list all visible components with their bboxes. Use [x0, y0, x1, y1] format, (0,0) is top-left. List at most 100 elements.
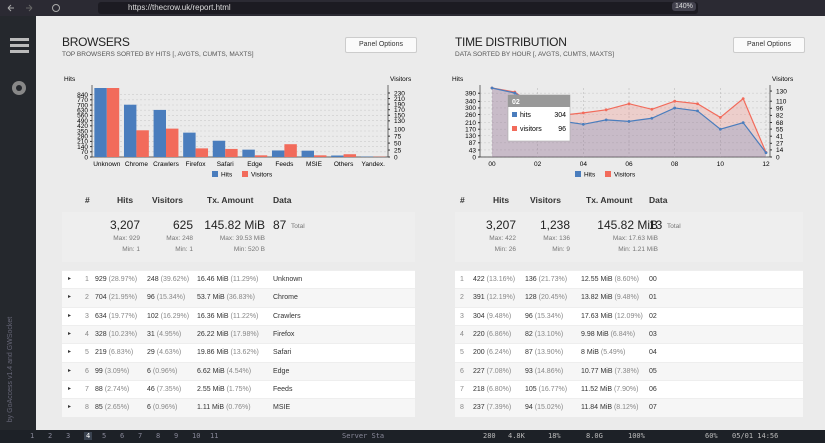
tooltip-value: 304 — [554, 112, 566, 119]
column-header[interactable]: Data — [273, 195, 292, 205]
panel-options-button[interactable]: Panel Options — [345, 37, 417, 53]
y2-tick-label: 41 — [776, 133, 784, 140]
url-box[interactable] — [98, 2, 698, 14]
column-header[interactable]: Data — [649, 195, 668, 205]
row-index: 8 — [460, 404, 464, 412]
metric-percent: (7.38%) — [614, 367, 639, 375]
workspace[interactable]: 6 — [120, 432, 125, 440]
expand-arrow[interactable]: ▸ — [68, 330, 72, 337]
column-header[interactable]: Visitors — [530, 195, 562, 205]
column-header[interactable]: Hits — [117, 195, 134, 205]
panel-options-label: Panel Options — [359, 41, 403, 48]
y-tick-label: 170 — [465, 127, 476, 134]
metric-cell: 8 MiB (5.49%) — [581, 349, 625, 356]
metric-cell: 248 (39.62%) — [147, 276, 189, 283]
metric-value: 6 — [147, 404, 151, 412]
y2-tick-label: 75 — [394, 133, 402, 140]
sidebar-icons[interactable] — [0, 16, 36, 106]
x-tick-label: Firefox — [186, 161, 207, 168]
metric-cell: 96 (15.34%) — [147, 294, 185, 301]
expand-arrow[interactable]: ▸ — [68, 385, 72, 392]
point — [673, 99, 677, 103]
panel-options-button[interactable]: Panel Options — [733, 37, 805, 53]
metric-percent: (15.34%) — [534, 312, 564, 320]
expand-arrow[interactable]: ▸ — [68, 349, 72, 356]
y-axis-label: Hits — [452, 76, 464, 83]
x-tick-label: 08 — [671, 161, 679, 168]
x-tick-label: Edge — [247, 161, 263, 168]
metric-value: 1.11 MiB — [197, 404, 225, 412]
table-row[interactable] — [62, 398, 415, 418]
tooltip-value: 96 — [558, 126, 566, 133]
workspace[interactable]: 11 — [210, 432, 219, 440]
expand-arrow[interactable]: ▸ — [68, 276, 72, 282]
metric-value: 88 — [95, 385, 103, 393]
summary-minmax: Min: 1 — [122, 246, 140, 253]
y-axis-label: Hits — [64, 76, 76, 83]
status-item: 4.8K — [508, 432, 525, 440]
sidebar: by GoAccess v1.4 and GWSocket — [0, 16, 36, 430]
summary-data-count: 87 — [273, 218, 287, 232]
summary-minmax: Max: 17.63 MiB — [612, 234, 658, 242]
column-header[interactable]: Visitors — [152, 195, 184, 205]
metric-value: 237 — [473, 404, 485, 412]
column-header[interactable]: Tx. Amount — [586, 195, 633, 205]
y-tick-label: 630 — [77, 108, 88, 115]
zoom[interactable]: 140% — [672, 2, 696, 11]
legend-label: Hits — [584, 172, 596, 179]
row-index: 2 — [85, 294, 89, 302]
column-header[interactable]: Tx. Amount — [207, 195, 254, 205]
url[interactable]: https://thecrow.uk/report.html — [128, 3, 231, 12]
y-tick-label: 87 — [469, 140, 477, 147]
y2-tick-label: 130 — [394, 118, 405, 125]
workspace[interactable]: 8 — [156, 432, 161, 440]
table-row[interactable] — [62, 270, 415, 289]
expand-arrow[interactable]: ▸ — [68, 294, 72, 301]
row-index: 1 — [85, 276, 89, 283]
table-row[interactable] — [455, 288, 803, 308]
workspace[interactable]: 7 — [138, 432, 143, 440]
workspace[interactable]: 4 — [84, 432, 93, 440]
table-row[interactable] — [455, 270, 803, 289]
table-row[interactable] — [455, 324, 803, 344]
tooltip-swatch — [512, 112, 517, 117]
table-row[interactable] — [62, 306, 415, 326]
y-tick-label: 350 — [77, 128, 88, 135]
workspace[interactable]: 10 — [192, 432, 201, 440]
table-row[interactable] — [455, 343, 803, 363]
metric-percent: (4.54%) — [226, 367, 252, 375]
metric-percent: (12.09%) — [614, 312, 643, 320]
workspace[interactable]: 2 — [48, 432, 53, 440]
row-data: Chrome — [273, 294, 298, 302]
workspace[interactable]: 1 — [30, 432, 35, 440]
tooltip-title: 02 — [512, 99, 520, 106]
metric-value: 46 — [147, 385, 155, 393]
summary-minmax: Max: 39.53 MiB — [219, 234, 265, 242]
table-row[interactable] — [455, 398, 803, 418]
table-row[interactable] — [62, 379, 415, 399]
table-row[interactable] — [62, 324, 415, 344]
workspace[interactable]: 9 — [174, 432, 179, 440]
table-row[interactable] — [455, 361, 803, 381]
workspace[interactable]: 5 — [102, 432, 107, 440]
table-row[interactable] — [62, 288, 415, 308]
column-header[interactable]: Hits — [493, 195, 510, 205]
workspace[interactable]: 3 — [66, 432, 71, 440]
table-row[interactable] — [62, 361, 415, 381]
metric-value: 29 — [147, 349, 155, 357]
metric-percent: (15.34%) — [156, 294, 186, 302]
summary-total: 145.82 MiB — [597, 218, 658, 232]
metric-percent: (2.74%) — [104, 385, 130, 393]
browser-bar: https://thecrow.uk/report.html 140% — [0, 0, 825, 16]
metric-value: 634 — [95, 312, 107, 320]
expand-arrow[interactable]: ▸ — [68, 312, 72, 319]
metric-cell: 26.22 MiB (17.98%) — [197, 331, 259, 338]
metric-percent: (7.39%) — [486, 404, 512, 412]
expand-arrow[interactable]: ▸ — [68, 404, 72, 411]
table-row[interactable] — [455, 379, 803, 399]
summary-minmax: Max: 929 — [113, 234, 140, 242]
expand-arrow[interactable]: ▸ — [68, 367, 72, 374]
table-row[interactable] — [62, 343, 415, 363]
metric-percent: (7.90%) — [613, 385, 639, 393]
table-row[interactable] — [455, 306, 803, 326]
